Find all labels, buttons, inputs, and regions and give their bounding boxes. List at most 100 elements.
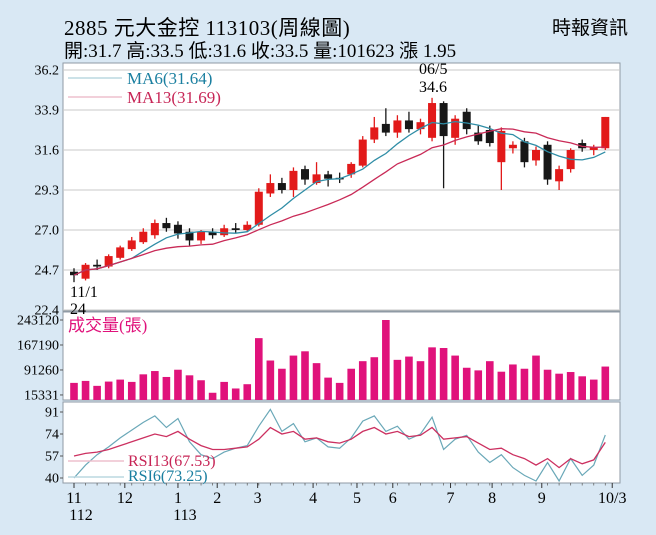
- candle-body: [185, 231, 194, 241]
- volume-bar: [405, 356, 413, 400]
- candle-body: [358, 139, 367, 166]
- page-title: 2885 元大金控 113103(周線圖): [64, 16, 351, 40]
- candle-body: [243, 224, 252, 230]
- volume-tick-label: 15331: [24, 388, 59, 403]
- peak-price-annotation: 34.6: [419, 79, 447, 96]
- price-tick-label: 31.6: [35, 143, 60, 158]
- quote-summary: 開:31.7 高:33.5 低:31.6 收:33.5 量:101623 漲 1…: [64, 41, 457, 62]
- volume-bar: [566, 372, 575, 400]
- volume-bar: [197, 380, 205, 400]
- price-tick-label: 27.0: [35, 223, 60, 238]
- candle-body: [370, 127, 379, 140]
- candle-body: [578, 143, 587, 149]
- volume-bar: [370, 357, 379, 400]
- volume-bar: [301, 351, 309, 400]
- volume-bar: [185, 375, 194, 400]
- volume-bar: [601, 366, 610, 400]
- candle-body: [324, 174, 333, 179]
- year-label: 112: [69, 507, 92, 524]
- candle-body: [104, 256, 113, 267]
- volume-bar: [335, 382, 344, 400]
- volume-bar: [312, 363, 321, 400]
- candle-body: [127, 240, 136, 250]
- candle-body: [220, 228, 229, 236]
- month-label: 12: [117, 490, 133, 507]
- volume-bar: [243, 384, 252, 400]
- rsi-tick-label: 57: [45, 450, 59, 465]
- candle-body: [439, 103, 448, 137]
- candle-body: [520, 141, 529, 163]
- volume-bar: [139, 374, 148, 400]
- candle-body: [312, 174, 321, 184]
- volume-bar: [151, 371, 159, 400]
- candle-body: [208, 231, 217, 236]
- volume-tick-label: 91260: [24, 363, 59, 378]
- volume-bar: [278, 368, 286, 400]
- ma6-legend-label: MA6(31.64): [127, 69, 212, 88]
- candle-body: [197, 231, 206, 241]
- rsi13-legend-label: RSI13(67.53): [128, 453, 216, 470]
- volume-bar: [208, 392, 217, 400]
- candle-body: [173, 224, 182, 234]
- volume-bar: [231, 388, 240, 400]
- volume-bar: [509, 364, 517, 400]
- month-label: 9: [538, 490, 546, 507]
- month-label: 2: [213, 490, 221, 507]
- volume-bar: [474, 370, 483, 400]
- volume-bar: [543, 369, 552, 400]
- source-label: 時報資訊: [551, 18, 628, 39]
- candle-body: [277, 183, 286, 190]
- volume-bar: [393, 359, 402, 400]
- month-label: 6: [389, 490, 397, 507]
- price-tick-label: 36.2: [35, 64, 60, 79]
- candle-body: [254, 191, 263, 225]
- month-label: 4: [309, 490, 317, 507]
- ma13-legend-label: MA13(31.69): [127, 88, 221, 107]
- volume-bar: [497, 371, 506, 400]
- candle-body: [81, 264, 90, 279]
- rsi6-legend-label: RSI6(73.25): [128, 468, 208, 485]
- volume-tick-label: 167190: [17, 338, 59, 353]
- price-tick-label: 22.4: [35, 303, 60, 318]
- volume-bar: [555, 373, 563, 400]
- candle-body: [116, 247, 125, 258]
- volume-bar: [382, 320, 390, 400]
- month-label: 5: [353, 490, 361, 507]
- candle-body: [162, 223, 171, 229]
- volume-bar: [589, 379, 598, 400]
- volume-bar: [266, 360, 275, 400]
- candle-body: [289, 170, 298, 190]
- candle-body: [462, 111, 471, 130]
- rsi-tick-label: 40: [45, 472, 59, 487]
- rsi13-line: [73, 426, 606, 469]
- candle-body: [589, 147, 598, 150]
- volume-bar: [347, 368, 355, 400]
- peak-date-annotation: 06/5: [419, 61, 447, 78]
- candle-body: [543, 144, 552, 180]
- volume-bar: [439, 348, 448, 400]
- month-label: 7: [447, 490, 455, 507]
- volume-bar: [255, 338, 263, 400]
- candle-body: [266, 183, 275, 194]
- candle-body: [474, 132, 483, 142]
- volume-bar: [127, 381, 136, 400]
- volume-bar: [220, 381, 228, 400]
- volume-bar: [104, 381, 113, 400]
- candle-body: [381, 123, 390, 133]
- rsi6-line: [73, 408, 606, 483]
- volume-bar: [486, 361, 494, 400]
- volume-tick-label: 243120: [17, 314, 59, 329]
- volume-bar: [532, 355, 540, 400]
- volume-bar: [116, 379, 124, 400]
- candle-body: [497, 130, 506, 163]
- month-label: 1: [174, 490, 182, 507]
- volume-bar: [70, 382, 78, 400]
- volume-bar: [520, 368, 529, 400]
- candle-body: [404, 120, 413, 130]
- volume-bar: [289, 355, 298, 400]
- candle-body: [70, 271, 78, 276]
- volume-bar: [428, 347, 436, 400]
- volume-bar: [462, 367, 471, 400]
